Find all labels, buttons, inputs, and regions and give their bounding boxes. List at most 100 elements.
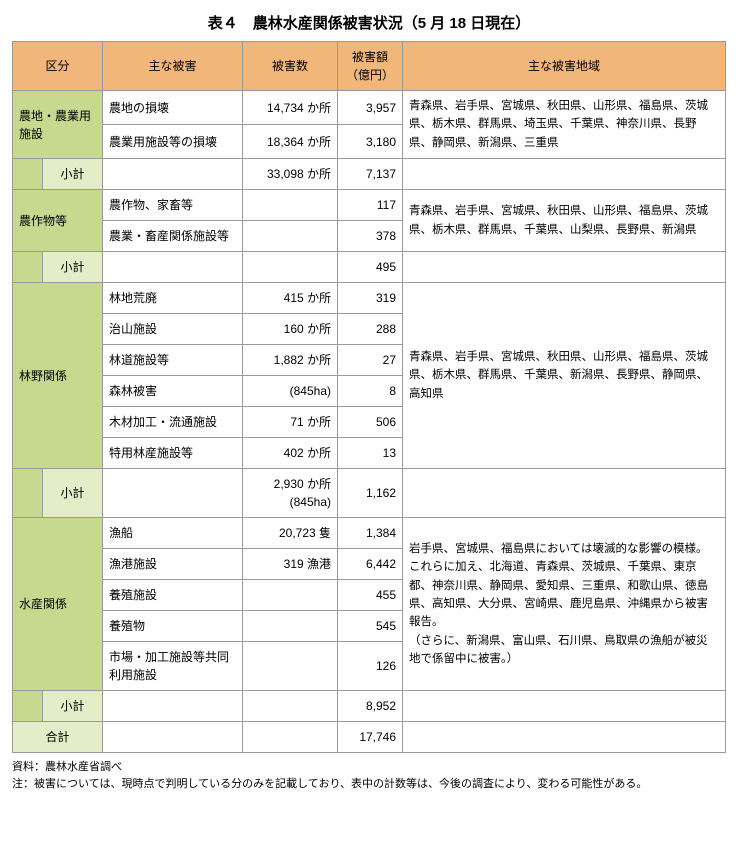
damage-cell: 養殖物 xyxy=(103,611,243,642)
subtotal-count: 33,098 か所 xyxy=(243,159,338,190)
damage-cell: 林道施設等 xyxy=(103,345,243,376)
footnote-note: 注：被害については、現時点で判明している分のみを記載しており、表中の計数等は、今… xyxy=(12,776,726,793)
subtotal-spacer xyxy=(13,691,43,722)
damage-cell: 治山施設 xyxy=(103,314,243,345)
count-cell: 1,882 か所 xyxy=(243,345,338,376)
subtotal-spacer xyxy=(13,252,43,283)
amount-cell: 3,957 xyxy=(338,91,403,125)
damage-cell: 特用林産施設等 xyxy=(103,438,243,469)
subtotal-count xyxy=(243,691,338,722)
damage-cell: 農作物、家畜等 xyxy=(103,190,243,221)
count-cell xyxy=(243,190,338,221)
category-cell: 水産関係 xyxy=(13,518,103,691)
table-title: 表４ 農林水産関係被害状況（5 月 18 日現在） xyxy=(12,12,726,33)
total-row: 合計 17,746 xyxy=(13,722,726,753)
damage-cell: 漁船 xyxy=(103,518,243,549)
count-cell xyxy=(243,642,338,691)
region-cell: 青森県、岩手県、宮城県、秋田県、山形県、福島県、茨城県、栃木県、群馬県、千葉県、… xyxy=(403,190,726,252)
damage-cell: 木材加工・流通施設 xyxy=(103,407,243,438)
subtotal-label: 小計 xyxy=(43,469,103,518)
subtotal-spacer xyxy=(13,469,43,518)
subtotal-damage xyxy=(103,469,243,518)
count-cell: 415 か所 xyxy=(243,283,338,314)
subtotal-row: 小計 2,930 か所(845ha)1,162 xyxy=(13,469,726,518)
amount-cell: 3,180 xyxy=(338,125,403,159)
subtotal-count: 2,930 か所(845ha) xyxy=(243,469,338,518)
subtotal-label: 小計 xyxy=(43,691,103,722)
subtotal-count xyxy=(243,252,338,283)
subtotal-spacer xyxy=(13,159,43,190)
category-cell: 農地・農業用施設 xyxy=(13,91,103,159)
count-cell xyxy=(243,221,338,252)
subtotal-region xyxy=(403,252,726,283)
table-row: 水産関係漁船20,723 隻1,384岩手県、宮城県、福島県においては壊滅的な影… xyxy=(13,518,726,549)
damage-cell: 漁港施設 xyxy=(103,549,243,580)
subtotal-amount: 495 xyxy=(338,252,403,283)
category-cell: 林野関係 xyxy=(13,283,103,469)
table-row: 林野関係林地荒廃415 か所319青森県、岩手県、宮城県、秋田県、山形県、福島県… xyxy=(13,283,726,314)
table-row: 農作物等農作物、家畜等117青森県、岩手県、宮城県、秋田県、山形県、福島県、茨城… xyxy=(13,190,726,221)
footnotes: 資料：農林水産省調べ 注：被害については、現時点で判明している分のみを記載してお… xyxy=(12,759,726,792)
damage-cell: 森林被害 xyxy=(103,376,243,407)
amount-cell: 117 xyxy=(338,190,403,221)
hdr-damage: 主な被害 xyxy=(103,42,243,91)
subtotal-damage xyxy=(103,691,243,722)
category-cell: 農作物等 xyxy=(13,190,103,252)
region-cell: 青森県、岩手県、宮城県、秋田県、山形県、福島県、茨城県、栃木県、群馬県、千葉県、… xyxy=(403,283,726,469)
subtotal-region xyxy=(403,691,726,722)
amount-cell: 27 xyxy=(338,345,403,376)
subtotal-amount: 7,137 xyxy=(338,159,403,190)
subtotal-row: 小計 8,952 xyxy=(13,691,726,722)
amount-cell: 506 xyxy=(338,407,403,438)
count-cell: 402 か所 xyxy=(243,438,338,469)
subtotal-label: 小計 xyxy=(43,159,103,190)
hdr-amount: 被害額（億円） xyxy=(338,42,403,91)
amount-cell: 455 xyxy=(338,580,403,611)
total-count xyxy=(243,722,338,753)
count-cell: 20,723 隻 xyxy=(243,518,338,549)
amount-cell: 126 xyxy=(338,642,403,691)
amount-cell: 378 xyxy=(338,221,403,252)
hdr-region: 主な被害地域 xyxy=(403,42,726,91)
amount-cell: 288 xyxy=(338,314,403,345)
hdr-count: 被害数 xyxy=(243,42,338,91)
amount-cell: 1,384 xyxy=(338,518,403,549)
amount-cell: 6,442 xyxy=(338,549,403,580)
damage-cell: 養殖施設 xyxy=(103,580,243,611)
amount-cell: 319 xyxy=(338,283,403,314)
amount-cell: 545 xyxy=(338,611,403,642)
damage-cell: 農業用施設等の損壊 xyxy=(103,125,243,159)
count-cell xyxy=(243,611,338,642)
total-region xyxy=(403,722,726,753)
damage-table: 区分 主な被害 被害数 被害額（億円） 主な被害地域 農地・農業用施設農地の損壊… xyxy=(12,41,726,753)
region-cell: 青森県、岩手県、宮城県、秋田県、山形県、福島県、茨城県、栃木県、群馬県、埼玉県、… xyxy=(403,91,726,159)
subtotal-amount: 1,162 xyxy=(338,469,403,518)
subtotal-damage xyxy=(103,252,243,283)
count-cell: 14,734 か所 xyxy=(243,91,338,125)
damage-cell: 市場・加工施設等共同利用施設 xyxy=(103,642,243,691)
subtotal-region xyxy=(403,469,726,518)
damage-cell: 農業・畜産関係施設等 xyxy=(103,221,243,252)
amount-cell: 13 xyxy=(338,438,403,469)
count-cell: 18,364 か所 xyxy=(243,125,338,159)
subtotal-row: 小計 33,098 か所7,137 xyxy=(13,159,726,190)
subtotal-amount: 8,952 xyxy=(338,691,403,722)
damage-cell: 農地の損壊 xyxy=(103,91,243,125)
total-amount: 17,746 xyxy=(338,722,403,753)
total-label: 合計 xyxy=(13,722,103,753)
count-cell xyxy=(243,580,338,611)
count-cell: 71 か所 xyxy=(243,407,338,438)
amount-cell: 8 xyxy=(338,376,403,407)
table-row: 農地・農業用施設農地の損壊14,734 か所3,957青森県、岩手県、宮城県、秋… xyxy=(13,91,726,125)
count-cell: (845ha) xyxy=(243,376,338,407)
count-cell: 160 か所 xyxy=(243,314,338,345)
subtotal-label: 小計 xyxy=(43,252,103,283)
total-damage xyxy=(103,722,243,753)
subtotal-damage xyxy=(103,159,243,190)
region-cell: 岩手県、宮城県、福島県においては壊滅的な影響の模様。これらに加え、北海道、青森県… xyxy=(403,518,726,691)
damage-cell: 林地荒廃 xyxy=(103,283,243,314)
subtotal-region xyxy=(403,159,726,190)
count-cell: 319 漁港 xyxy=(243,549,338,580)
table-body: 農地・農業用施設農地の損壊14,734 か所3,957青森県、岩手県、宮城県、秋… xyxy=(13,91,726,753)
footnote-source: 資料：農林水産省調べ xyxy=(12,759,726,776)
